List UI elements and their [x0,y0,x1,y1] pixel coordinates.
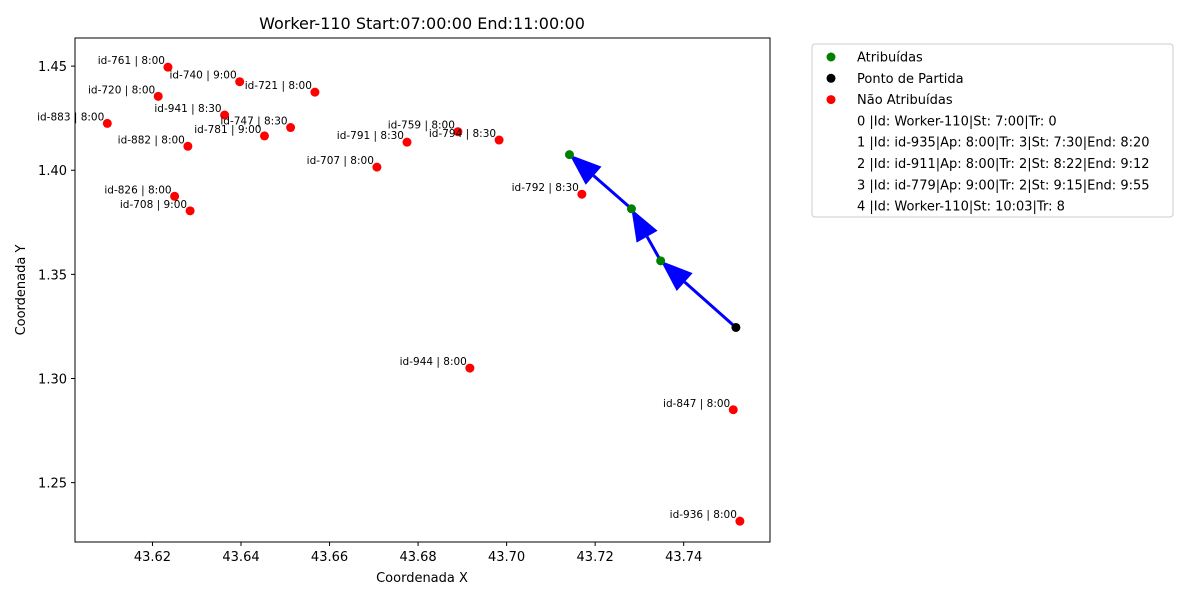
unassigned-point [183,141,193,151]
plot-frame [74,37,771,543]
point-label: id-847 | 8:00 [663,398,730,410]
unassigned-point [286,123,296,133]
legend-entry: Não Atribuídas [857,93,953,108]
assigned-point [564,150,574,160]
route-arrowhead [569,154,602,185]
point-label: id-707 | 8:00 [307,155,374,167]
unassigned-point [577,189,587,199]
point-label: id-792 | 8:30 [512,182,579,194]
legend-marker [826,52,836,62]
unassigned-point [494,135,504,145]
x-axis: 43.62 43.64 43.66 43.68 43.70 43.72 43.74 [134,542,702,565]
y-tick-label: 1.35 [38,268,67,283]
y-axis: 1.25 1.30 1.35 1.40 1.45 [38,60,75,492]
x-tick-label: 43.74 [665,550,702,565]
x-tick-label: 43.72 [577,550,614,565]
x-tick-label: 43.64 [222,550,259,565]
assigned-point [656,256,666,266]
x-tick-label: 43.68 [399,550,436,565]
legend-entry: 1 |Id: id-935|Ap: 8:00|Tr: 3|St: 7:30|En… [857,136,1150,151]
point-label: id-708 | 9:00 [120,199,187,211]
route-segment [645,235,662,262]
y-tick-label: 1.30 [38,373,67,388]
unassigned-point [310,87,320,97]
point-label: id-936 | 8:00 [670,509,737,521]
point-label: id-791 | 8:30 [337,130,404,142]
legend-entry: 0 |Id: Worker-110|St: 7:00|Tr: 0 [857,114,1057,129]
legend: Atribuídas Ponto de Partida Não Atribuídas… [811,43,1174,218]
legend-marker [826,73,836,83]
legend-marker [826,95,836,105]
x-tick-label: 43.70 [488,550,525,565]
unassigned-point [402,137,412,147]
unassigned-point [259,131,269,141]
point-label: id-944 | 8:00 [400,356,467,368]
y-tick-label: 1.40 [38,164,67,179]
route-arrowhead [631,208,658,243]
y-axis-title: Coordenada Y [14,245,29,336]
unassigned-point [170,191,180,201]
unassigned-point [220,110,230,120]
start-point [731,322,741,332]
unassigned-point [235,77,245,87]
route-segment [592,174,633,210]
unassigned-point [465,363,475,373]
y-tick-label: 1.25 [38,477,67,492]
unassigned-point [163,62,173,72]
point-label: id-826 | 8:00 [104,184,171,196]
x-tick-label: 43.66 [311,550,348,565]
y-tick-label: 1.45 [38,60,67,75]
unassigned-point [735,516,745,526]
unassigned-point [102,118,112,128]
data-points [102,62,745,526]
chart-title: Worker-110 Start:07:00:00 End:11:00:00 [259,14,585,33]
legend-box [811,43,1174,218]
point-label: id-721 | 8:00 [245,80,312,92]
point-label: id-883 | 8:00 [37,111,104,123]
point-label: id-747 | 8:30 [220,116,287,128]
x-tick-label: 43.62 [134,550,171,565]
legend-entry: Ponto de Partida [857,72,964,87]
point-label: id-740 | 9:00 [169,70,236,82]
point-label: id-794 | 8:30 [429,128,496,140]
x-axis-title: Coordenada X [376,571,468,586]
legend-entry: 3 |Id: id-779|Ap: 9:00|Tr: 2|St: 9:15|En… [857,178,1150,193]
route-segment [683,280,737,329]
unassigned-point [728,405,738,415]
legend-entry: 2 |Id: id-911|Ap: 8:00|Tr: 2|St: 8:22|En… [857,157,1150,172]
legend-entry: Atribuídas [857,51,923,66]
point-label: id-720 | 8:00 [88,84,155,96]
point-labels: id-761 | 8:00 id-740 | 9:00 id-720 | 8:00 i… [37,55,737,521]
legend-entry: 4 |Id: Worker-110|St: 10:03|Tr: 8 [857,200,1065,215]
point-label: id-781 | 9:00 [194,124,261,136]
unassigned-point [185,206,195,216]
assigned-point [626,204,636,214]
unassigned-point [153,91,163,101]
unassigned-point [453,127,463,137]
point-label: id-761 | 8:00 [98,55,165,67]
unassigned-point [372,162,382,172]
point-label: id-759 | 8:00 [388,120,455,132]
route-arrows [569,154,737,329]
route-arrowhead [660,260,693,291]
point-label: id-882 | 8:00 [118,134,185,146]
point-label: id-941 | 8:30 [154,103,221,115]
